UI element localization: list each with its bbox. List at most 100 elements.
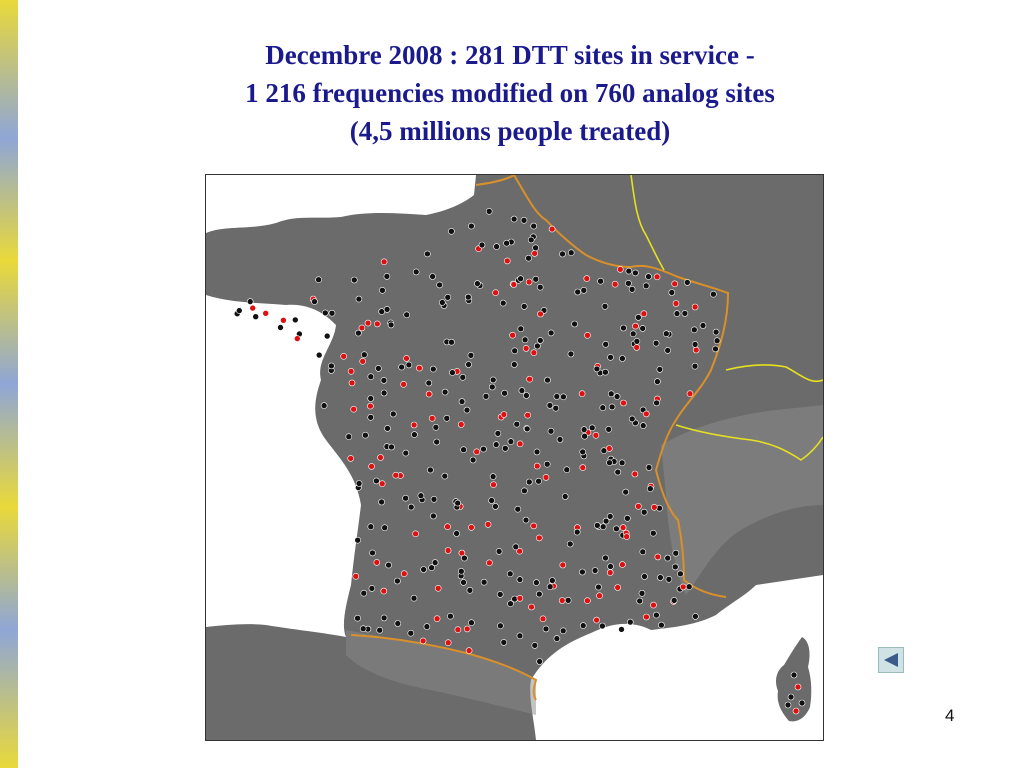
analog-site-marker — [599, 622, 606, 630]
analog-site-marker — [542, 625, 550, 633]
analog-site-marker — [581, 432, 588, 440]
analog-site-marker — [580, 287, 588, 294]
analog-site-marker — [474, 280, 481, 287]
analog-site-marker — [681, 310, 689, 317]
analog-site-marker — [614, 468, 622, 476]
analog-site-marker — [493, 243, 500, 250]
analog-site-marker — [534, 342, 541, 350]
dtt-site-marker — [425, 390, 433, 398]
dtt-site-marker — [584, 597, 591, 605]
analog-site-marker — [355, 329, 362, 337]
analog-site-marker — [464, 293, 472, 301]
analog-site-marker — [525, 478, 533, 486]
analog-site-marker — [518, 387, 526, 394]
dtt-site-marker — [509, 331, 516, 339]
analog-site-marker — [429, 273, 436, 280]
analog-site-marker — [787, 693, 795, 701]
english-channel-sea — [206, 175, 476, 233]
analog-site-marker — [652, 339, 660, 347]
analog-site-marker — [672, 549, 680, 557]
analog-site-marker — [398, 363, 405, 371]
analog-site-marker — [591, 567, 599, 574]
dtt-site-marker — [653, 273, 661, 281]
analog-site-marker — [441, 388, 449, 396]
analog-site-marker — [390, 410, 397, 418]
analog-site-marker — [420, 566, 427, 573]
analog-site-marker — [626, 618, 634, 626]
analog-site-marker — [713, 337, 721, 344]
dtt-site-marker — [367, 402, 374, 410]
analog-site-marker — [535, 477, 542, 485]
analog-site-marker — [657, 574, 664, 581]
analog-site-marker — [407, 503, 415, 511]
analog-site-marker — [403, 311, 410, 319]
analog-site-marker — [463, 406, 471, 414]
analog-site-marker — [385, 561, 392, 569]
analog-site-marker — [503, 239, 510, 247]
analog-site-marker — [628, 286, 636, 293]
analog-site-marker — [443, 415, 451, 422]
analog-site-marker — [712, 328, 720, 336]
dtt-site-marker — [542, 474, 550, 481]
analog-site-marker — [367, 395, 374, 402]
analog-site-marker — [480, 578, 488, 586]
analog-site-marker — [492, 441, 500, 448]
analog-site-marker — [595, 583, 602, 591]
analog-site-marker — [618, 626, 625, 633]
analog-site-marker — [513, 420, 521, 428]
analog-site-marker — [602, 341, 610, 348]
pyrenees-relief — [346, 630, 536, 715]
dtt-site-marker — [559, 561, 567, 569]
dtt-site-marker — [614, 584, 622, 591]
analog-site-marker — [639, 325, 647, 332]
dtt-site-marker — [510, 281, 518, 288]
analog-site-marker — [246, 298, 254, 305]
analog-site-marker — [510, 361, 518, 368]
analog-site-marker — [379, 287, 386, 294]
dtt-site-marker — [249, 304, 257, 312]
dtt-site-marker — [380, 587, 388, 595]
analog-site-marker — [367, 373, 375, 380]
dtt-site-marker — [410, 421, 418, 429]
analog-site-marker — [444, 294, 452, 301]
dtt-site-marker — [692, 346, 700, 354]
dtt-site-marker — [691, 303, 699, 311]
analog-site-marker — [402, 494, 409, 502]
analog-site-marker — [459, 374, 467, 381]
analog-site-marker — [439, 299, 446, 306]
analog-site-marker — [670, 597, 678, 604]
analog-site-marker — [376, 626, 383, 634]
analog-site-marker — [430, 365, 437, 373]
dtt-site-marker — [548, 225, 556, 233]
analog-site-marker — [654, 378, 661, 385]
dtt-site-marker — [500, 411, 508, 418]
analog-site-marker — [359, 625, 367, 633]
analog-site-marker — [489, 473, 497, 480]
analog-site-marker — [361, 351, 368, 358]
analog-site-marker — [559, 250, 566, 258]
analog-site-marker — [394, 620, 402, 627]
analog-site-marker — [277, 324, 284, 331]
analog-site-marker — [567, 249, 575, 256]
dtt-site-marker — [533, 462, 541, 470]
analog-site-marker — [388, 443, 395, 451]
analog-site-marker — [428, 564, 435, 572]
analog-site-marker — [448, 338, 455, 346]
analog-site-marker — [579, 448, 587, 456]
analog-site-marker — [468, 619, 475, 627]
dtt-site-marker — [539, 615, 547, 623]
analog-site-marker — [523, 425, 531, 433]
analog-site-marker — [458, 398, 466, 405]
back-button[interactable] — [878, 647, 904, 673]
analog-site-marker — [402, 449, 410, 457]
dtt-site-marker — [605, 445, 613, 452]
analog-site-marker — [563, 466, 571, 474]
analog-site-marker — [547, 427, 555, 435]
analog-site-marker — [520, 303, 528, 310]
dtt-site-marker — [537, 310, 544, 318]
analog-site-marker — [500, 639, 508, 646]
analog-site-marker — [635, 314, 642, 321]
analog-site-marker — [606, 513, 614, 520]
analog-site-marker — [532, 244, 539, 252]
analog-site-marker — [441, 472, 449, 480]
